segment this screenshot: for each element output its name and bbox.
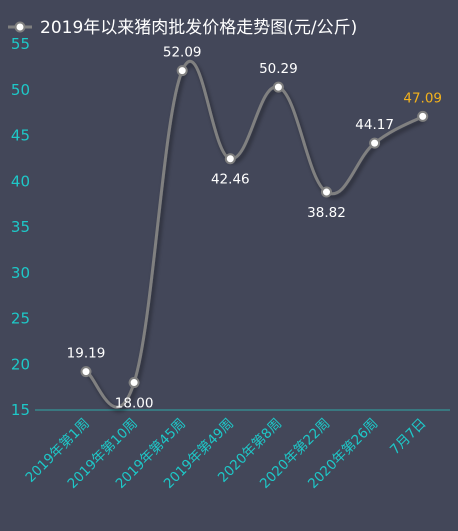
data-label: 42.46 [211,172,250,188]
y-tick-label: 40 [11,172,30,190]
data-labels: 19.19 18.00 52.09 42.46 50.29 38.82 44.17 47.09 [67,45,442,412]
y-tick-label: 20 [11,355,30,373]
data-markers [80,65,429,389]
data-label: 52.09 [163,45,202,61]
data-label: 44.17 [355,117,394,133]
data-point [369,137,381,149]
y-tick-label: 30 [11,264,30,282]
y-axis: 15 20 25 30 35 40 45 50 55 [11,35,30,419]
legend-marker-swatch [14,21,26,33]
y-tick-label: 50 [11,81,30,99]
data-label: 19.19 [67,346,106,362]
data-label: 18.00 [115,396,154,412]
y-tick-label: 15 [11,401,30,419]
data-point [80,366,92,378]
y-tick-label: 55 [11,35,30,53]
data-point [176,65,188,77]
y-tick-label: 25 [11,310,30,328]
x-axis: 2019年第1周2019年第10周2019年第45周2019年第49周2020年… [22,415,430,492]
data-point [272,81,284,93]
data-label: 38.82 [307,205,346,221]
chart-title: 2019年以来猪肉批发价格走势图(元/公斤) [40,18,357,38]
y-tick-label: 45 [11,127,30,145]
data-point [128,377,140,389]
legend: 2019年以来猪肉批发价格走势图(元/公斤) [8,18,357,38]
data-label: 50.29 [259,61,298,77]
data-point [224,153,236,165]
data-point [321,186,332,198]
x-tick-label: 7月7日 [387,416,430,459]
series-line [85,59,424,409]
y-tick-label: 35 [11,218,30,236]
data-label: 47.09 [403,90,442,106]
data-point [417,110,429,122]
